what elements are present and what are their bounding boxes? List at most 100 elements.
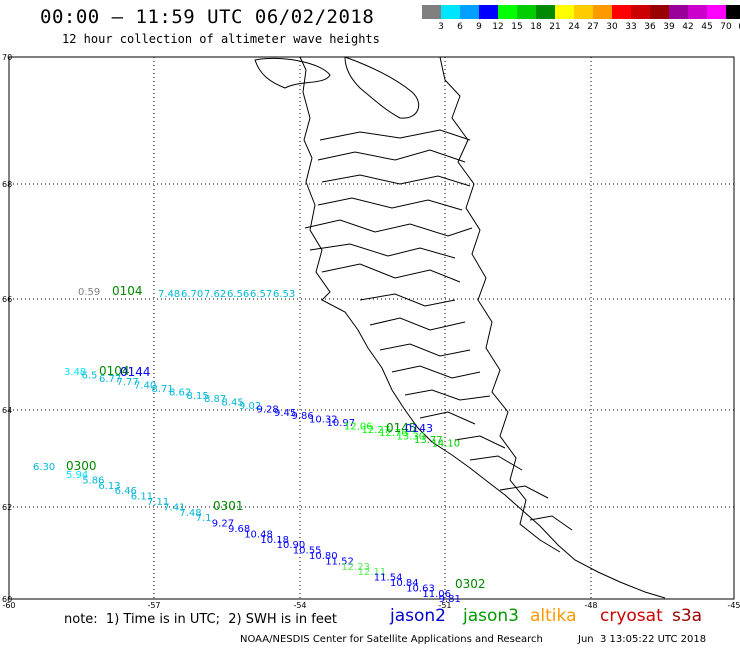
satellite-name: cryosat bbox=[600, 606, 663, 626]
swh-value: 7.11 bbox=[147, 497, 169, 508]
latitude-label: 62 bbox=[2, 503, 12, 512]
swh-value: 10.84 bbox=[390, 578, 419, 589]
swh-value: 7.77 bbox=[117, 377, 139, 388]
legend-swatch bbox=[422, 5, 441, 19]
swh-value: 12.23 bbox=[341, 562, 370, 573]
legend-label: 6 bbox=[457, 22, 463, 32]
legend-label: 45 bbox=[701, 22, 713, 32]
legend-swatch bbox=[517, 5, 536, 19]
swh-value: 10.55 bbox=[293, 546, 322, 557]
swh-value: 11.54 bbox=[374, 573, 403, 584]
legend-swatch bbox=[707, 5, 726, 19]
map-title: 00:00 — 11:59 UTC 06/02/2018 bbox=[40, 6, 375, 28]
legend-swatch bbox=[669, 5, 688, 19]
swh-value: 5.94 bbox=[66, 470, 88, 481]
swh-value: 7.48 bbox=[158, 289, 180, 300]
legend-label: 12 bbox=[492, 22, 504, 32]
latitude-label: 68 bbox=[2, 180, 12, 189]
swh-value: 7.40 bbox=[134, 381, 156, 392]
swh-value: 0.59 bbox=[78, 287, 100, 298]
swh-value: 9.68 bbox=[228, 524, 250, 535]
track-time-label: 0143 bbox=[405, 422, 433, 435]
swh-value: 9.28 bbox=[257, 404, 279, 415]
legend-label: (ft) bbox=[738, 22, 740, 32]
legend-swatch bbox=[593, 5, 612, 19]
legend-label: 27 bbox=[587, 22, 599, 32]
legend-swatch bbox=[536, 5, 555, 19]
swh-value: 6.46 bbox=[115, 486, 137, 497]
satellite-name: altika bbox=[530, 606, 577, 626]
longitude-label: -45 bbox=[727, 601, 740, 610]
swh-value: 10.90 bbox=[277, 540, 306, 551]
legend-label: 39 bbox=[663, 22, 675, 32]
legend-label: 21 bbox=[549, 22, 561, 32]
coastline bbox=[254, 56, 666, 599]
swh-value: 6.11 bbox=[131, 492, 153, 503]
satellite-name: jason3 bbox=[463, 606, 519, 626]
legend-swatch bbox=[688, 5, 707, 19]
swh-value: 7.62 bbox=[204, 289, 226, 300]
swh-value: 6.70 bbox=[181, 289, 203, 300]
swh-value: 8.15 bbox=[187, 391, 209, 402]
swh-value: 12.27 bbox=[362, 425, 391, 436]
swh-value: 9.27 bbox=[212, 519, 234, 530]
map-subtitle: 12 hour collection of altimeter wave hei… bbox=[62, 32, 380, 46]
swh-value: 6.57 bbox=[250, 289, 272, 300]
swh-value: 10.48 bbox=[244, 529, 273, 540]
swh-value: 3.48 bbox=[64, 367, 86, 378]
swh-value: 12.11 bbox=[358, 567, 387, 578]
swh-value: 10.32 bbox=[309, 415, 338, 426]
satellite-name: jason2 bbox=[390, 606, 446, 626]
generated-timestamp: Jun 3 13:05:22 UTC 2018 bbox=[578, 634, 707, 645]
legend-swatch bbox=[441, 5, 460, 19]
altimeter-tracks: 0.59 0104 7.48 6.70 7.62 6.56 6.57 6.533.486.5 6… bbox=[33, 284, 486, 605]
track-time-label: 0301 bbox=[213, 499, 244, 513]
map-frame bbox=[8, 56, 735, 600]
longitude-label: -48 bbox=[584, 601, 597, 610]
legend-label: 36 bbox=[644, 22, 656, 32]
swh-value: 8.45 bbox=[222, 398, 244, 409]
legend-swatch bbox=[612, 5, 631, 19]
legend-label: 42 bbox=[682, 22, 694, 32]
latitude-label: 60 bbox=[2, 595, 12, 604]
swh-value: 13.30 bbox=[397, 432, 426, 443]
latitude-label: 64 bbox=[2, 406, 12, 415]
swh-value: 14.10 bbox=[432, 438, 461, 449]
color-scale-legend bbox=[422, 5, 740, 19]
swh-value: 7.48 bbox=[179, 508, 201, 519]
swh-value: 10.80 bbox=[309, 551, 338, 562]
legend-swatch bbox=[650, 5, 669, 19]
swh-value: 13.77 bbox=[414, 435, 443, 446]
swh-value: 7.41 bbox=[163, 502, 185, 513]
track-time-label: 0104 bbox=[99, 364, 130, 378]
swh-value: 5.86 bbox=[82, 475, 104, 486]
swh-value: 6.77 bbox=[99, 374, 121, 385]
swh-value: 10.97 bbox=[327, 418, 356, 429]
legend-swatch bbox=[726, 5, 740, 19]
legend-label: 9 bbox=[476, 22, 482, 32]
longitude-label: -60 bbox=[2, 601, 15, 610]
legend-label: 70 bbox=[720, 22, 732, 32]
swh-value: 9.02 bbox=[239, 401, 261, 412]
satellite-name: s3a bbox=[672, 606, 703, 626]
swh-value: 8.71 bbox=[152, 384, 174, 395]
legend-label: 33 bbox=[625, 22, 637, 32]
legend-swatch bbox=[555, 5, 574, 19]
track-time-label: 0144 bbox=[120, 365, 151, 379]
swh-value: 9.86 bbox=[292, 411, 314, 422]
credit-line: NOAA/NESDIS Center for Satellite Applica… bbox=[240, 634, 543, 645]
latitude-label: 70 bbox=[2, 53, 12, 62]
swh-value: 9.81 bbox=[439, 594, 461, 605]
swh-value: 6.53 bbox=[273, 289, 295, 300]
swh-value: 8.62 bbox=[169, 387, 191, 398]
swh-value: 8.87 bbox=[204, 394, 226, 405]
legend-swatch bbox=[631, 5, 650, 19]
footer-note: note: 1) Time is in UTC; 2) SWH is in fe… bbox=[64, 612, 337, 627]
swh-value: 11.52 bbox=[325, 556, 354, 567]
longitude-label: -54 bbox=[293, 601, 306, 610]
swh-value: 6.30 bbox=[33, 462, 55, 473]
track-time-label: 0145 bbox=[386, 421, 417, 435]
legend-swatch bbox=[479, 5, 498, 19]
longitude-label: -57 bbox=[147, 601, 160, 610]
